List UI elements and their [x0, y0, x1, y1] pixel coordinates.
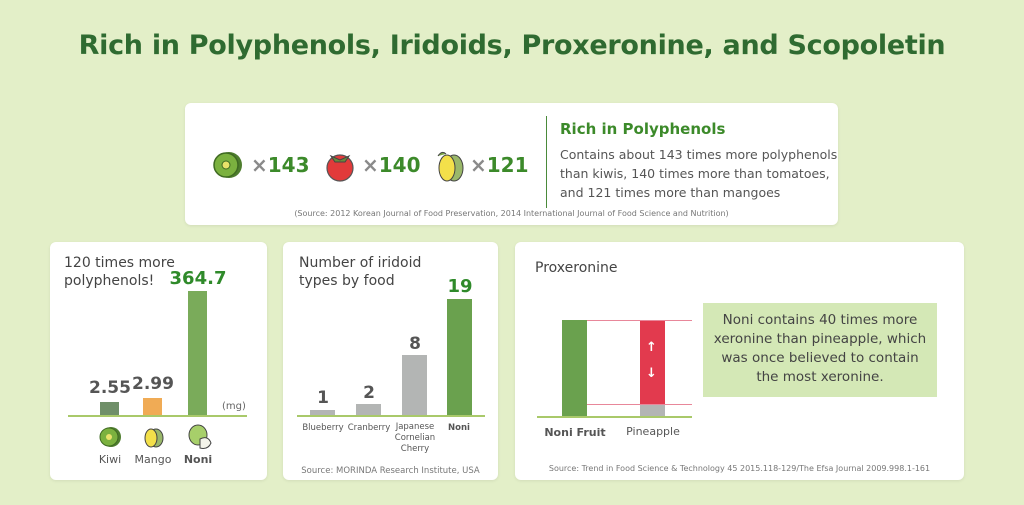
multiplier-sign: ×	[251, 153, 268, 177]
value-label-noni: 364.7	[169, 268, 227, 289]
page-title: Rich in Polyphenols, Iridoids, Proxeroni…	[78, 30, 946, 61]
value-label-kiwi: 2.55	[89, 378, 131, 398]
divider	[546, 116, 547, 208]
baseline	[297, 415, 485, 417]
baseline	[537, 416, 692, 418]
category-line: Japanese	[395, 422, 435, 432]
kiwi-icon	[99, 427, 121, 447]
category-noni: Noni	[448, 423, 470, 433]
mango-icon	[437, 151, 464, 182]
polyphenols-description: Contains about 143 times more polyphenol…	[560, 145, 837, 202]
bar-pineapple	[640, 404, 665, 416]
bar-noni	[188, 291, 207, 415]
kiwi-multiplier: 143	[267, 153, 310, 177]
source-note: (Source: 2012 Korean Journal of Food Pre…	[294, 209, 729, 218]
polyphenols-heading: Rich in Polyphenols	[560, 120, 726, 138]
tomato-multiplier: 140	[378, 153, 421, 177]
description-line: than kiwis, 140 times more than tomatoes…	[560, 166, 830, 181]
value-label-noni: 19	[447, 276, 473, 297]
noni-icon	[188, 424, 212, 449]
category-pineapple: Pineapple	[626, 425, 680, 438]
callout-box: Noni contains 40 times more xeronine tha…	[703, 303, 937, 397]
category-mango: Mango	[134, 453, 172, 466]
bar-kiwi	[100, 402, 119, 415]
tomato-icon	[326, 154, 354, 182]
proxeronine-card: Proxeronine ↑ ↓ Noni contains 40 times m…	[515, 242, 964, 480]
chart-title: Proxeronine	[535, 260, 618, 276]
bar-blueberry	[310, 410, 335, 415]
category-cranberry: Cranberry	[347, 423, 391, 433]
bar-noni	[447, 299, 472, 415]
callout-line: was once believed to contain	[721, 350, 919, 366]
multiplier-sign: ×	[362, 153, 379, 177]
bar-cranberry	[356, 404, 381, 415]
chart-title: 120 times more polyphenols!	[64, 255, 175, 289]
mango-multiplier: 121	[486, 153, 529, 177]
bar-japanese-cornelian-cherry	[402, 355, 427, 415]
unit-label: (mg)	[222, 401, 246, 412]
callout-line: xeronine than pineapple, which	[713, 331, 927, 347]
category-noni-fruit: Noni Fruit	[544, 426, 606, 439]
reference-line-bottom	[587, 404, 692, 405]
value-label-mango: 2.99	[132, 374, 174, 394]
multiplier-sign: ×	[470, 153, 487, 177]
callout-line: the most xeronine.	[756, 369, 884, 385]
difference-bar	[640, 320, 665, 404]
value-label-cranberry: 2	[363, 383, 375, 403]
source-note: Source: Trend in Food Science & Technolo…	[548, 464, 931, 473]
arrow-up-icon: ↑	[646, 340, 657, 355]
description-line: Contains about 143 times more polyphenol…	[560, 147, 838, 162]
bar-noni-fruit	[562, 320, 587, 416]
description-line: and 121 times more than mangoes	[560, 185, 781, 200]
arrow-down-icon: ↓	[646, 366, 657, 381]
chart-title: Number of iridoid types by food	[299, 255, 422, 289]
mango-icon	[144, 428, 164, 448]
callout-line: Noni contains 40 times more	[722, 312, 918, 328]
source-note: Source: MORINDA Research Institute, USA	[301, 466, 480, 476]
reference-line-top	[587, 320, 692, 321]
category-kiwi: Kiwi	[98, 453, 122, 466]
category-line: Cornelian	[394, 433, 436, 443]
bar-mango	[143, 398, 162, 415]
value-label-blueberry: 1	[317, 388, 329, 408]
category-blueberry: Blueberry	[302, 423, 344, 433]
polyphenol-chart-card: 120 times more polyphenols! 2.55 2.99 36…	[50, 242, 267, 480]
polyphenol-summary-card: ×143 ×140 ×121 Rich in Polyphenols Conta…	[185, 103, 838, 225]
category-japanese-cornelian-cherry: Japanese Cornelian Cherry	[389, 422, 441, 455]
kiwi-icon	[213, 152, 242, 178]
category-line: Cherry	[400, 444, 430, 454]
value-label-cherry: 8	[409, 334, 421, 354]
iridoid-chart-card: Number of iridoid types by food 1 2 8 19…	[283, 242, 498, 480]
category-noni: Noni	[183, 453, 213, 466]
baseline	[68, 415, 247, 417]
